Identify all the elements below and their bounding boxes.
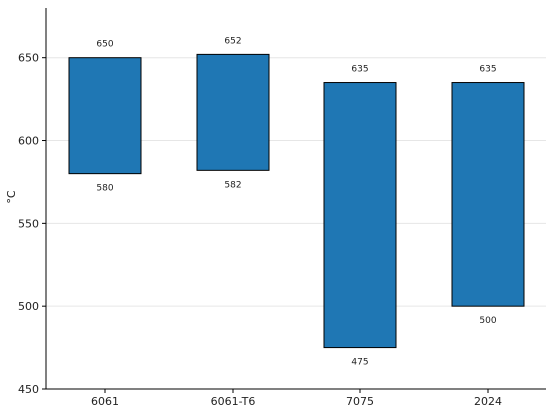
y-tick-label: 550 [18, 217, 39, 230]
bar-low-label: 582 [224, 180, 241, 190]
x-tick-label: 6061 [91, 395, 119, 408]
x-tick-label: 6061-T6 [211, 395, 256, 408]
y-tick-label: 650 [18, 52, 39, 65]
bar-high-label: 635 [479, 65, 496, 75]
x-tick-label: 7075 [346, 395, 374, 408]
range-bar [68, 57, 142, 175]
labels-layer: 650 580 652 582 635 475 635 500 450 500 550 600 650 6… [18, 36, 502, 408]
bar-high-label: 650 [96, 40, 113, 50]
bar-low-label: 580 [96, 184, 113, 194]
range-bar [196, 53, 270, 171]
bar-high-label: 635 [351, 65, 368, 75]
y-tick-label: 450 [18, 383, 39, 396]
axes-layer [42, 8, 546, 393]
bar-low-label: 500 [479, 316, 496, 326]
y-axis-label: °C [5, 190, 18, 204]
range-bar [323, 82, 397, 349]
bars-layer [68, 53, 525, 349]
y-tick-label: 600 [18, 135, 39, 148]
bar-high-label: 652 [224, 36, 241, 46]
range-bar [451, 82, 525, 307]
y-tick-label: 500 [18, 300, 39, 313]
x-tick-label: 2024 [474, 395, 502, 408]
bar-low-label: 475 [351, 358, 368, 368]
